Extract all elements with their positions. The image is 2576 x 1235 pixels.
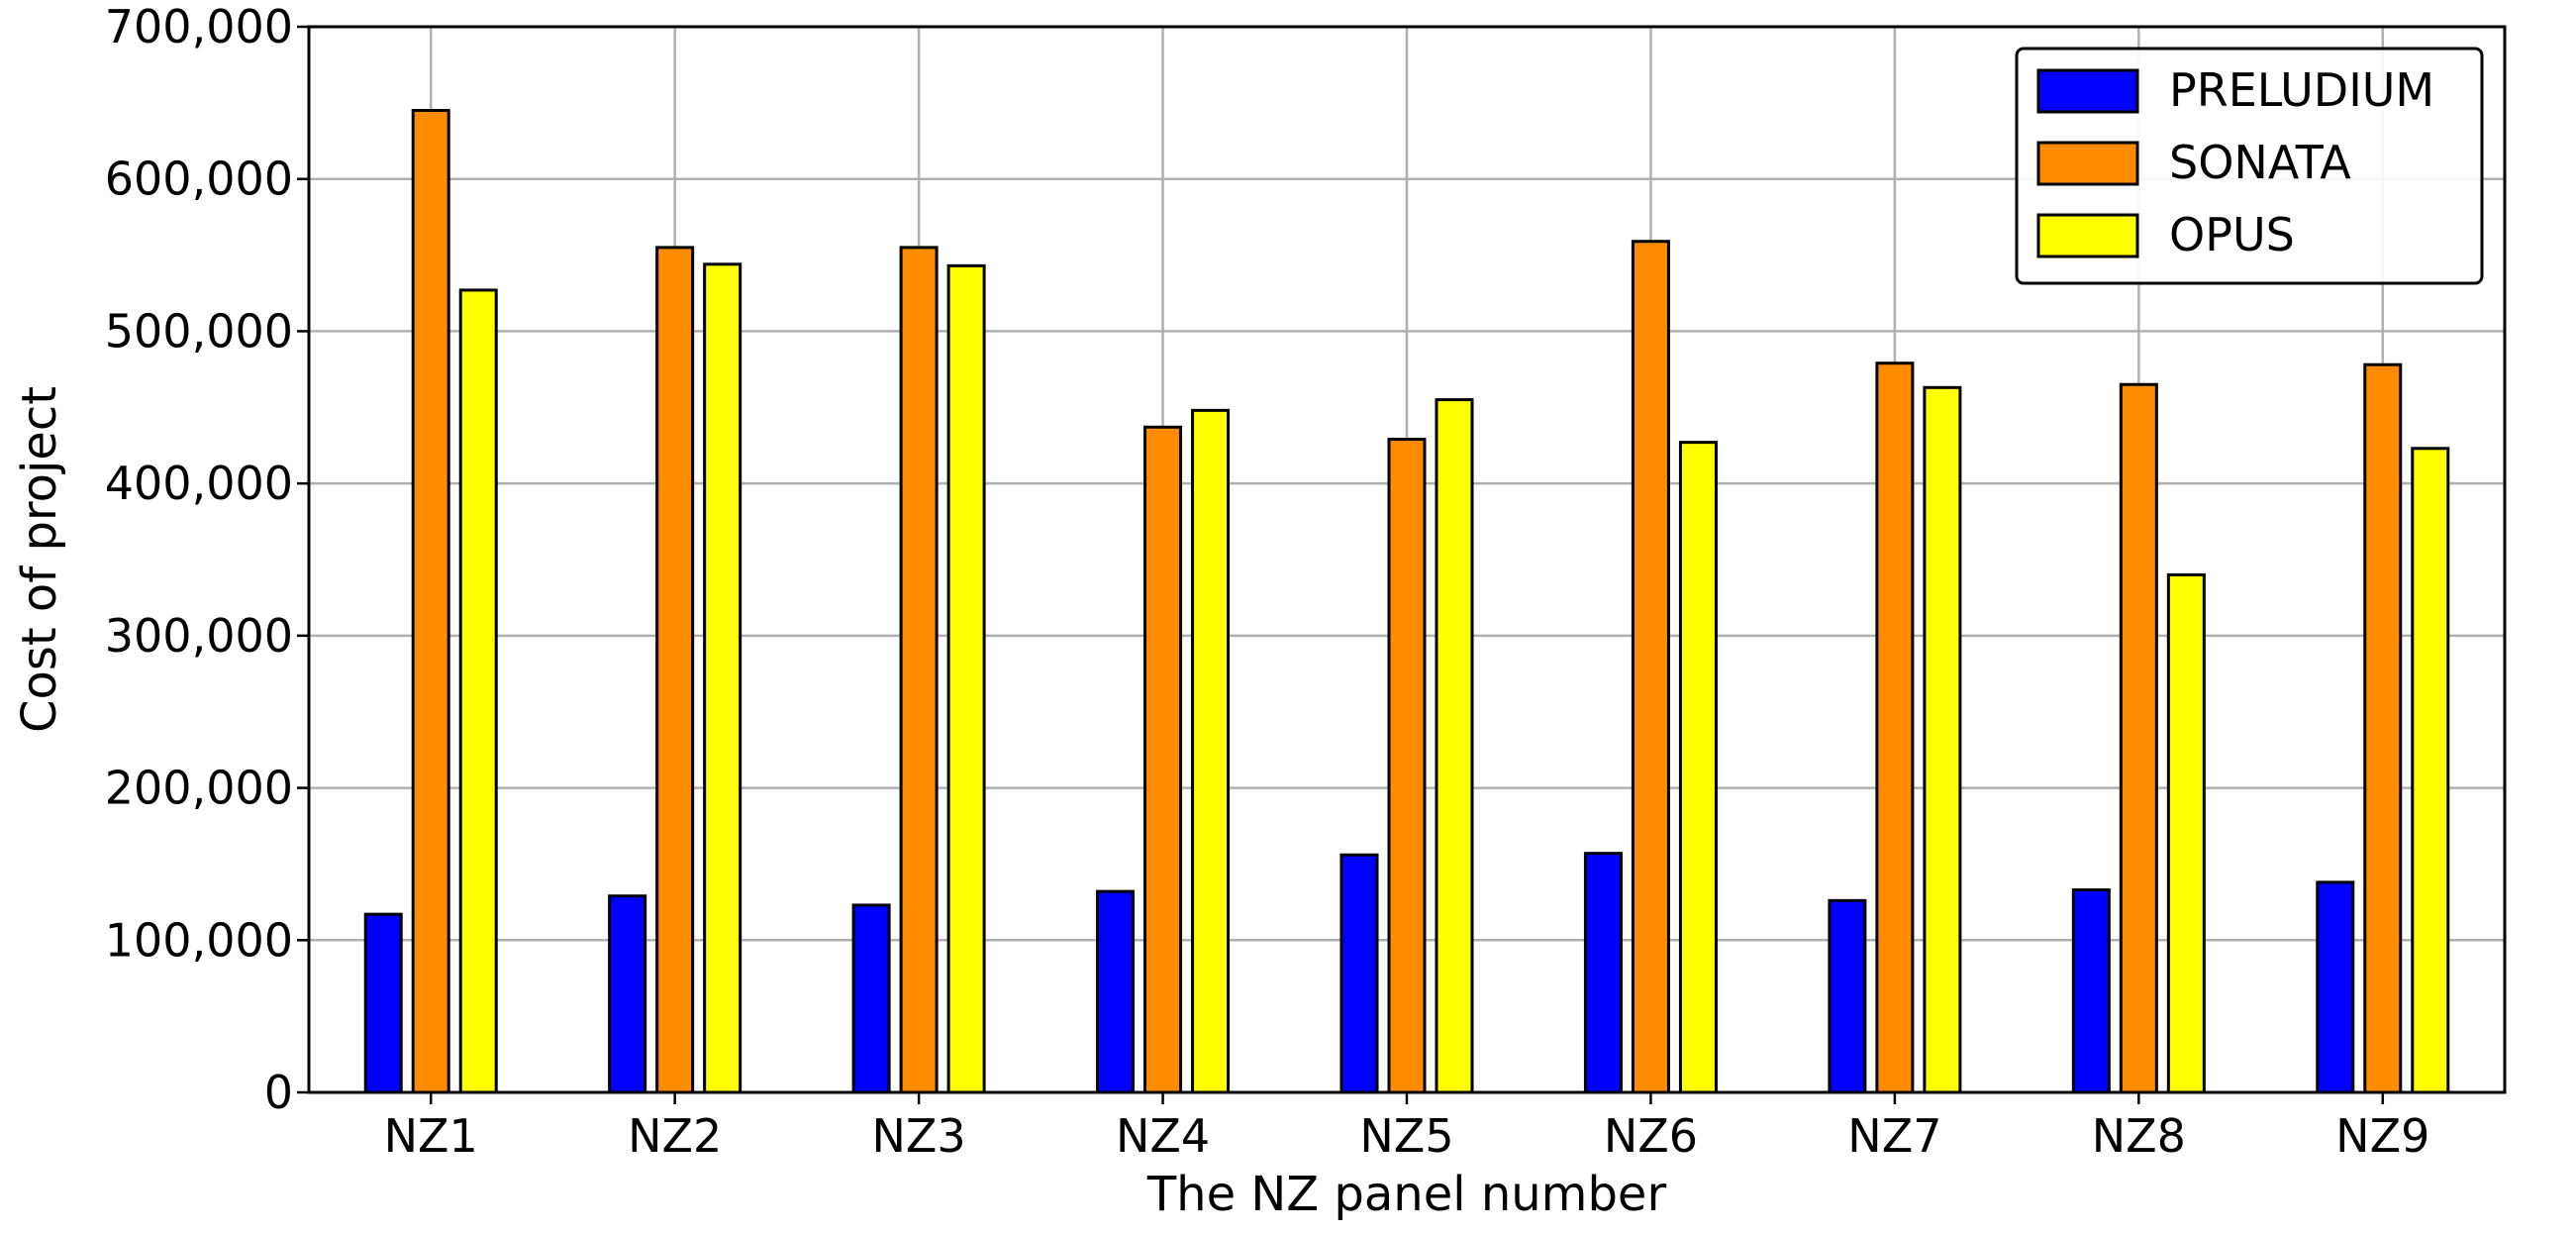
- x-tick-label: NZ4: [1116, 1109, 1210, 1163]
- y-tick-label: 700,000: [105, 0, 293, 53]
- x-tick-label: NZ5: [1359, 1109, 1453, 1163]
- bar-opus-nz6: [1678, 441, 1718, 1094]
- y-tick-label: 0: [264, 1066, 293, 1119]
- y-tick-label: 300,000: [105, 609, 293, 663]
- legend-label-preludium: PRELUDIUM: [2169, 63, 2434, 117]
- bar-preludium-nz2: [608, 894, 647, 1094]
- bar-sonata-nz1: [411, 109, 450, 1094]
- bar-sonata-nz9: [2363, 362, 2403, 1094]
- bar-opus-nz7: [1923, 385, 1962, 1094]
- x-tick-label: NZ6: [1604, 1109, 1698, 1163]
- bar-preludium-nz9: [2316, 880, 2355, 1094]
- bar-preludium-nz4: [1096, 889, 1136, 1094]
- y-tick-label: 200,000: [105, 762, 293, 815]
- y-tick-label: 400,000: [105, 457, 293, 510]
- bar-preludium-nz1: [363, 912, 403, 1094]
- bar-preludium-nz8: [2071, 888, 2111, 1094]
- x-axis-label: The NZ panel number: [1146, 1167, 1667, 1222]
- x-tick-label: NZ1: [384, 1109, 478, 1163]
- x-tick-label: NZ3: [872, 1109, 966, 1163]
- y-tick-label: 500,000: [105, 304, 293, 358]
- x-tick-label: NZ9: [2335, 1109, 2429, 1163]
- bar-sonata-nz3: [899, 246, 939, 1094]
- x-tick-label: NZ2: [628, 1109, 722, 1163]
- bar-sonata-nz4: [1143, 425, 1183, 1094]
- legend-label-opus: OPUS: [2169, 208, 2295, 261]
- bar-opus-nz8: [2166, 572, 2206, 1094]
- y-tick-label: 100,000: [105, 913, 293, 967]
- axis-ticks: 0 100,000 200,000 300,000 400,000 500,000 600,…: [105, 0, 2430, 1163]
- legend-swatch-preludium: [2036, 68, 2139, 114]
- bar-preludium-nz6: [1583, 852, 1623, 1094]
- legend-label-sonata: SONATA: [2169, 136, 2351, 189]
- bars: [363, 109, 2450, 1094]
- bar-opus-nz2: [703, 262, 743, 1094]
- bar-sonata-nz7: [1875, 361, 1915, 1094]
- y-axis-label: Cost of project: [12, 386, 67, 733]
- y-tick-label: 600,000: [105, 153, 293, 206]
- legend: PRELUDIUM SONATA OPUS: [2015, 47, 2484, 285]
- x-tick-label: NZ8: [2092, 1109, 2186, 1163]
- legend-swatch-opus: [2036, 213, 2139, 258]
- bar-sonata-nz5: [1387, 438, 1427, 1094]
- bar-opus-nz3: [946, 263, 986, 1094]
- bar-preludium-nz5: [1339, 853, 1379, 1094]
- x-tick-label: NZ7: [1847, 1109, 1941, 1163]
- bar-opus-nz1: [458, 288, 498, 1094]
- legend-swatch-sonata: [2036, 141, 2139, 186]
- bar-opus-nz9: [2411, 447, 2450, 1094]
- bar-preludium-nz7: [1828, 898, 1867, 1094]
- bar-sonata-nz8: [2119, 382, 2158, 1094]
- bar-opus-nz4: [1191, 408, 1231, 1094]
- bar-sonata-nz6: [1631, 240, 1670, 1094]
- bar-preludium-nz3: [851, 903, 891, 1094]
- bar-sonata-nz2: [655, 246, 695, 1094]
- bar-opus-nz5: [1435, 398, 1474, 1094]
